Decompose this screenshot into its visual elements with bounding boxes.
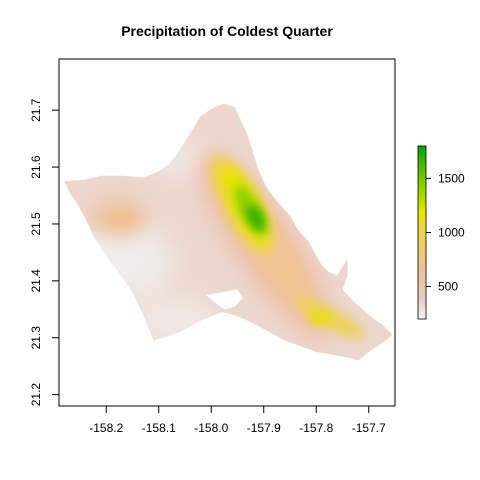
precipitation-raster bbox=[64, 103, 393, 361]
legend-tick-label: 1500 bbox=[438, 171, 465, 185]
x-axis: -158.2 -158.1 -158.0 -157.9 -157.8 -157.7 bbox=[89, 405, 386, 435]
y-tick-label: 21.2 bbox=[29, 383, 43, 407]
x-tick-label: -158.0 bbox=[194, 421, 228, 435]
pale-zone-southwest bbox=[130, 298, 220, 342]
legend-tick-label: 500 bbox=[438, 280, 458, 294]
southeast-peak bbox=[308, 312, 332, 324]
color-legend: 500 1000 1500 bbox=[417, 145, 465, 320]
pearl-harbor-inlet bbox=[206, 289, 243, 310]
x-tick-label: -158.1 bbox=[142, 421, 176, 435]
y-tick-label: 21.3 bbox=[29, 326, 43, 350]
legend-ticks: 500 1000 1500 bbox=[426, 171, 465, 294]
west-ridge-core bbox=[107, 209, 137, 227]
legend-tick-label: 1000 bbox=[438, 226, 465, 240]
legend-colorbar bbox=[417, 145, 427, 320]
east-ridge-green bbox=[246, 205, 266, 231]
x-tick-label: -157.9 bbox=[247, 421, 281, 435]
y-tick-label: 21.5 bbox=[29, 212, 43, 236]
y-tick-label: 21.7 bbox=[29, 98, 43, 122]
x-tick-label: -157.8 bbox=[299, 421, 333, 435]
y-tick-label: 21.4 bbox=[29, 269, 43, 293]
y-axis: 21.2 21.3 21.4 21.5 21.6 21.7 bbox=[29, 98, 60, 407]
x-tick-label: -157.7 bbox=[352, 421, 386, 435]
x-tick-label: -158.2 bbox=[89, 421, 123, 435]
y-tick-label: 21.6 bbox=[29, 155, 43, 179]
chart-title: Precipitation of Coldest Quarter bbox=[121, 23, 333, 39]
